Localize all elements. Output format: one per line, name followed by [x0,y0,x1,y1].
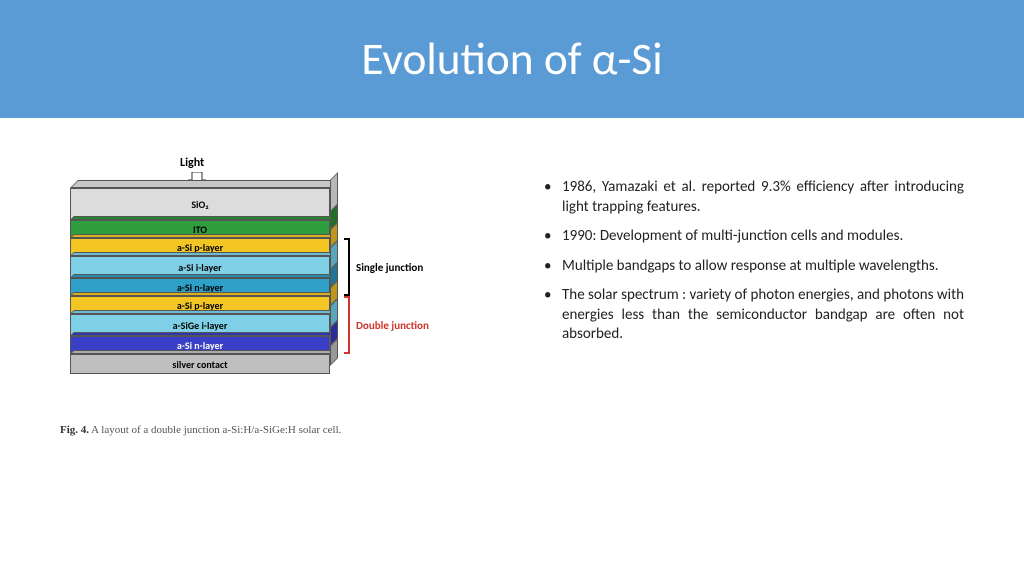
layer-row: silver contact [70,354,370,374]
bullet-item: 1990: Development of multi-junction cell… [540,227,964,247]
bullet-item: 1986, Yamazaki et al. reported 9.3% effi… [540,178,964,217]
bullet-item: Multiple bandgaps to allow response at m… [540,257,964,277]
light-label: Light [180,156,204,170]
figure-column: Light SiO₂ITOa-Si p-layera-Si i-layera-S… [60,158,480,436]
junction-bracket: Double junction [344,296,429,354]
solar-cell-diagram: Light SiO₂ITOa-Si p-layera-Si i-layera-S… [60,158,480,418]
slide: Evolution of α-Si Light SiO₂ITOa-Si p-la… [0,0,1024,576]
bracket-label: Double junction [356,319,429,332]
caption-fig-number: Fig. 4. [60,424,89,436]
layer-top-face [70,180,338,188]
layer-front-face: silver contact [70,354,330,374]
bullets-column: 1986, Yamazaki et al. reported 9.3% effi… [540,158,964,355]
bullet-list: 1986, Yamazaki et al. reported 9.3% effi… [540,178,964,345]
bracket-line [344,238,350,296]
figure-caption: Fig. 4. A layout of a double junction a-… [60,424,480,436]
slide-title: Evolution of α-Si [361,32,662,87]
bracket-line [344,296,350,354]
bullet-item: The solar spectrum : variety of photon e… [540,286,964,345]
slide-body: Light SiO₂ITOa-Si p-layera-Si i-layera-S… [0,118,1024,436]
title-bar: Evolution of α-Si [0,0,1024,118]
bracket-label: Single junction [356,261,423,274]
caption-text: A layout of a double junction a-Si:H/a-S… [89,424,341,436]
junction-bracket: Single junction [344,238,423,296]
layer-stack: SiO₂ITOa-Si p-layera-Si i-layera-Si n-la… [70,188,370,374]
